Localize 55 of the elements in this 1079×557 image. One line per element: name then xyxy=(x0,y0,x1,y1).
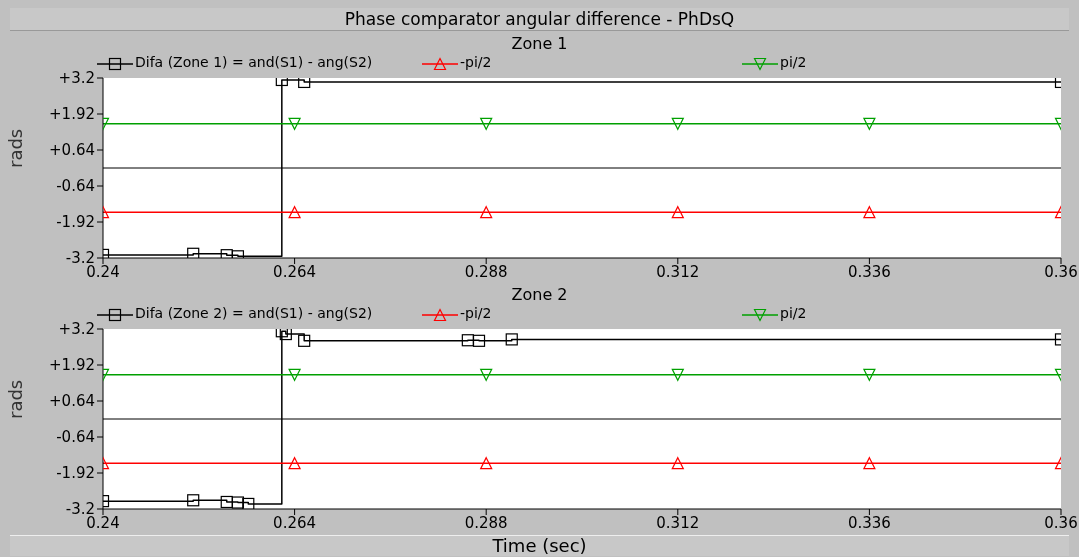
point xyxy=(298,78,311,89)
point xyxy=(242,497,255,509)
point xyxy=(288,206,301,219)
y-axis-title: rads xyxy=(5,379,27,419)
point xyxy=(298,334,311,347)
chart-title: Phase comparator angular difference - PhDsQ xyxy=(10,8,1069,31)
y-tick-label: -0.64 xyxy=(56,428,95,447)
point xyxy=(480,368,493,381)
point xyxy=(472,334,486,347)
point xyxy=(480,117,493,130)
point xyxy=(288,368,301,381)
point xyxy=(480,457,493,470)
x-tick-label: 0.36 xyxy=(1044,513,1078,532)
point xyxy=(671,206,684,219)
point xyxy=(671,457,684,470)
y-axis-title: rads xyxy=(5,128,27,168)
legend-label: Difa (Zone 2) = and(S1) - ang(S2) xyxy=(134,305,373,322)
point xyxy=(480,206,493,219)
point xyxy=(288,457,301,470)
point xyxy=(461,334,474,347)
y-tick-label: +3.2 xyxy=(58,320,95,339)
point xyxy=(231,496,245,509)
x-tick-label: 0.288 xyxy=(464,262,508,281)
point xyxy=(187,247,200,258)
legend-label: pi/2 xyxy=(779,54,807,71)
chart-subtitle: Zone 1 xyxy=(510,34,569,53)
point xyxy=(505,333,518,346)
x-tick-label: 0.336 xyxy=(847,262,891,281)
y-tick-label: -1.92 xyxy=(56,213,95,232)
y-tick-label: -0.64 xyxy=(56,177,95,196)
x-axis-title: Time (sec) xyxy=(10,535,1069,556)
point xyxy=(187,494,200,507)
y-tick-label: +0.64 xyxy=(49,392,95,411)
point xyxy=(671,117,684,130)
point xyxy=(279,329,292,341)
legend-label: Difa (Zone 1) = and(S1) - ang(S2) xyxy=(134,54,373,71)
point xyxy=(220,495,233,509)
x-tick-label: 0.36 xyxy=(1044,262,1078,281)
x-tick-label: 0.336 xyxy=(847,513,891,532)
y-tick-label: +0.64 xyxy=(49,141,95,160)
y-tick-label: -1.92 xyxy=(56,464,95,483)
point xyxy=(288,117,301,130)
x-tick-label: 0.288 xyxy=(464,513,508,532)
x-tick-label: 0.312 xyxy=(656,262,700,281)
legend-label: -pi/2 xyxy=(459,54,492,71)
legend-label: pi/2 xyxy=(779,305,807,322)
point xyxy=(671,368,684,381)
y-tick-label: +3.2 xyxy=(58,69,95,88)
y-tick-label: +1.92 xyxy=(49,356,95,375)
chart-title: Zone 2 xyxy=(510,285,569,304)
x-tick-label: 0.264 xyxy=(273,262,317,281)
y-tick-label: +1.92 xyxy=(49,105,95,124)
x-tick-label: 0.312 xyxy=(656,513,700,532)
x-tick-label: 0.264 xyxy=(273,513,317,532)
legend-label: -pi/2 xyxy=(459,305,492,322)
